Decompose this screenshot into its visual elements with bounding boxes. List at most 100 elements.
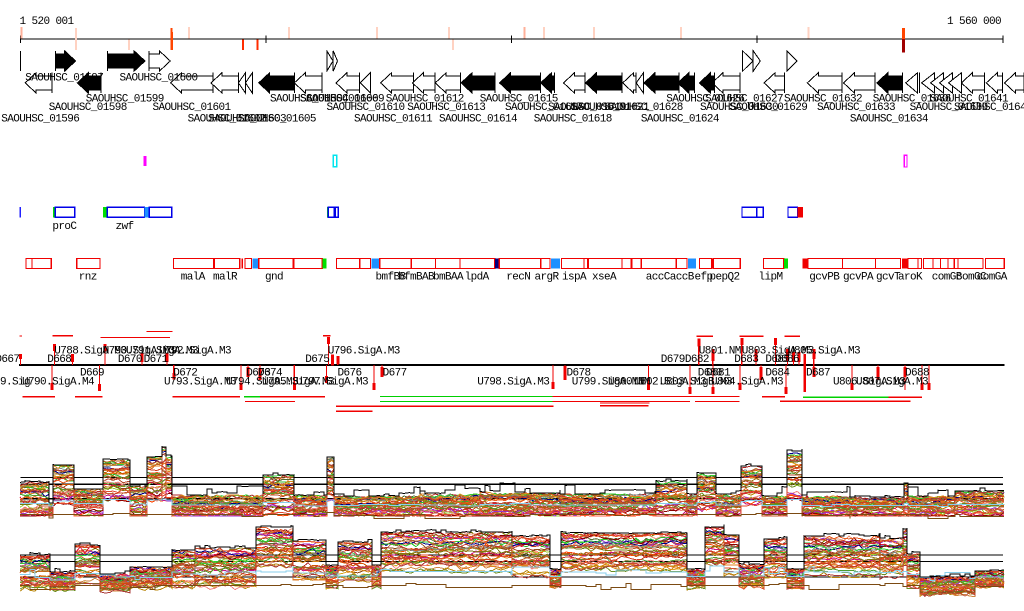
svg-text:zwf: zwf [116,221,134,233]
svg-text:recN: recN [506,272,530,284]
svg-text:SAOUHSC_01627: SAOUHSC_01627 [705,94,783,106]
svg-text:xseA: xseA [592,272,617,284]
svg-text:SAOUHSC_01601: SAOUHSC_01601 [153,102,232,114]
svg-text:SAOUHSC_01603: SAOUHSC_01603 [208,114,286,126]
svg-text:SAOUHSC_01612: SAOUHSC_01612 [386,94,464,106]
svg-text:SAOUHSC_01641: SAOUHSC_01641 [930,94,1009,106]
svg-text:U788.SigA.M3: U788.SigA.M3 [54,346,126,358]
svg-text:SAOUHSC_01621: SAOUHSC_01621 [571,102,650,114]
svg-text:SAOUHSC_01609: SAOUHSC_01609 [306,94,384,106]
svg-text:D674: D674 [258,368,283,380]
svg-text:D685: D685 [765,354,789,366]
svg-text:SAOUHSC_01636: SAOUHSC_01636 [873,94,951,106]
svg-text:SAOUHSC_01613: SAOUHSC_01613 [407,102,485,114]
svg-text:gnd: gnd [265,272,283,284]
svg-text:D676: D676 [338,368,362,380]
svg-text:9.Sig: 9.Sig [0,377,30,389]
svg-text:lpdA: lpdA [465,272,490,284]
svg-text:D671: D671 [144,354,169,366]
svg-text:U792.SigA.M3: U792.SigA.M3 [159,346,231,358]
svg-text:U794.SigA.M3: U794.SigA.M3 [226,377,298,389]
svg-text:SAOUHSC_01610: SAOUHSC_01610 [327,102,405,114]
svg-text:SAOUHSC_01617: SAOUHSC_01617 [505,102,583,114]
svg-text:gcvPB: gcvPB [809,272,840,284]
svg-text:D684: D684 [765,368,790,380]
svg-text:U800.NM: U800.NM [608,377,650,389]
svg-text:U807.SigA.M3: U807.SigA.M3 [856,377,928,389]
svg-text:accC: accC [646,272,671,284]
svg-text:gcvT: gcvT [876,272,901,284]
svg-text:bmfBB: bmfBB [376,272,407,284]
svg-text:malR: malR [213,272,238,284]
svg-text:D679: D679 [661,354,685,366]
svg-text:comGB: comGB [932,272,963,284]
svg-text:1 520 001: 1 520 001 [20,16,75,28]
svg-text:U797.SigA.M3: U797.SigA.M3 [296,377,368,389]
svg-text:SAOUHSC_01599: SAOUHSC_01599 [86,94,164,106]
svg-text:U803.SigA.M3: U803.SigA.M3 [742,346,814,358]
svg-text:D677: D677 [383,368,407,380]
svg-text:SAOUHSC_01618: SAOUHSC_01618 [534,114,612,126]
svg-text:U798.SigA.M3: U798.SigA.M3 [477,377,549,389]
svg-text:SAOUHSC_01597: SAOUHSC_01597 [25,73,103,85]
svg-text:U790.SigA.M3: U790.SigA.M3 [103,346,175,358]
svg-text:U791.SigA.M3: U791.SigA.M3 [126,346,198,358]
svg-text:D669: D669 [80,368,104,380]
svg-text:efp: efp [695,272,713,284]
svg-text:D672: D672 [173,368,197,380]
svg-text:SAOUHSC_01615: SAOUHSC_01615 [480,94,558,106]
svg-text:SAOUHSC_01634: SAOUHSC_01634 [850,114,929,126]
svg-text:SAOUHSC_01626: SAOUHSC_01626 [666,94,744,106]
svg-text:U806.SigA.M3: U806.SigA.M3 [833,377,905,389]
svg-text:SAOUHSC_01629: SAOUHSC_01629 [729,102,807,114]
svg-text:D686: D686 [775,354,799,366]
svg-text:D673: D673 [246,368,270,380]
svg-text:D683: D683 [734,354,758,366]
svg-text:D667: D667 [0,354,19,366]
svg-text:lipM: lipM [759,272,783,284]
svg-text:U795.SigA.M3: U795.SigA.M3 [262,377,334,389]
svg-text:1 560 000: 1 560 000 [947,16,1001,28]
svg-text:SAOUHSC_01639: SAOUHSC_01639 [910,102,988,114]
svg-text:SAOUHSC_01605: SAOUHSC_01605 [238,114,316,126]
svg-text:U799.SigA.M3: U799.SigA.M3 [572,377,644,389]
svg-text:aroK: aroK [898,272,923,284]
svg-text:SAOUHSC_01619: SAOUHSC_01619 [548,102,626,114]
svg-text:comGA: comGA [977,272,1008,284]
svg-text:SAOUHSC_01614: SAOUHSC_01614 [439,114,518,126]
svg-text:bfmBAB: bfmBAB [398,272,435,284]
svg-text:U801.NM: U801.NM [699,346,741,358]
svg-text:U805.SigA.M3: U805.SigA.M3 [788,346,860,358]
svg-text:gcvPA: gcvPA [843,272,874,284]
svg-text:D682: D682 [685,354,709,366]
svg-text:comGC: comGC [956,272,987,284]
svg-text:SAOUHSC_01602: SAOUHSC_01602 [188,114,266,126]
svg-text:D668: D668 [47,354,71,366]
svg-text:D680: D680 [698,368,722,380]
svg-text:D675: D675 [305,354,329,366]
svg-text:SAOUHSC_01604: SAOUHSC_01604 [270,94,349,106]
svg-text:SAOUHSC_01633: SAOUHSC_01633 [817,102,895,114]
svg-text:pepQ2: pepQ2 [710,272,740,284]
svg-text:SAOUHSC_01628: SAOUHSC_01628 [605,102,683,114]
svg-text:SAOUHSC_01630: SAOUHSC_01630 [700,102,778,114]
svg-text:argR: argR [535,272,560,284]
svg-text:U803.SigB.M3: U803.SigB.M3 [660,377,732,389]
svg-text:D678: D678 [567,368,591,380]
svg-text:SAOUHSC_01600: SAOUHSC_01600 [120,73,198,85]
svg-text:SAOUHSC_01624: SAOUHSC_01624 [641,114,720,126]
svg-text:malA: malA [181,272,206,284]
svg-text:SAOUHSC_01598: SAOUHSC_01598 [49,102,127,114]
svg-text:proC: proC [52,221,77,233]
svg-text:D688: D688 [905,368,929,380]
svg-text:bmBAA: bmBAA [433,272,464,284]
svg-text:D687: D687 [806,368,830,380]
svg-text:U804.SigA.M3: U804.SigA.M3 [711,377,783,389]
svg-text:SAOUHSC_01643: SAOUHSC_01643 [954,102,1024,114]
svg-text:SAOUHSC_01611: SAOUHSC_01611 [354,114,433,126]
svg-text:D681: D681 [706,368,731,380]
svg-text:SAOUHSC_01632: SAOUHSC_01632 [784,94,862,106]
svg-text:accB: accB [670,272,695,284]
svg-text:U793.SigA.M3: U793.SigA.M3 [164,377,236,389]
svg-text:SAOUHSC_01596: SAOUHSC_01596 [1,114,79,126]
